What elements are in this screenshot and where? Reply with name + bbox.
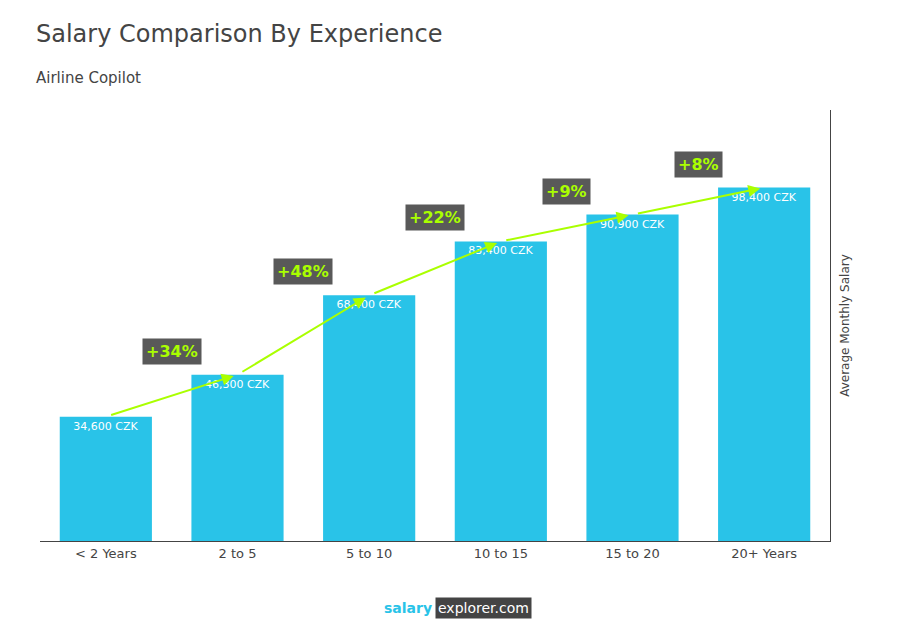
svg-text:+34%: +34% [146,342,198,361]
svg-text:+9%: +9% [546,182,587,201]
svg-text:68,400 CZK: 68,400 CZK [337,298,402,311]
svg-text:+8%: +8% [678,155,719,174]
svg-text:< 2 Years: < 2 Years [75,546,137,561]
svg-text:34,600 CZK: 34,600 CZK [73,420,138,433]
svg-text:90,900 CZK: 90,900 CZK [600,218,665,231]
svg-text:5 to 10: 5 to 10 [346,546,392,561]
svg-text:Salary Comparison By Experienc: Salary Comparison By Experience [36,20,442,48]
svg-text:+48%: +48% [277,262,329,281]
svg-text:salary: salary [384,600,432,616]
svg-text:Average Monthly Salary: Average Monthly Salary [838,254,852,397]
svg-text:+22%: +22% [409,208,461,227]
svg-text:20+ Years: 20+ Years [731,546,797,561]
svg-text:15 to 20: 15 to 20 [605,546,659,561]
svg-text:83,400 CZK: 83,400 CZK [468,244,533,257]
svg-text:Airline Copilot: Airline Copilot [36,69,141,87]
svg-text:explorer.com: explorer.com [438,600,529,616]
svg-text:2 to 5: 2 to 5 [219,546,257,561]
svg-text:10 to 15: 10 to 15 [474,546,528,561]
svg-text:46,300 CZK: 46,300 CZK [205,378,270,391]
svg-text:98,400 CZK: 98,400 CZK [732,191,797,204]
